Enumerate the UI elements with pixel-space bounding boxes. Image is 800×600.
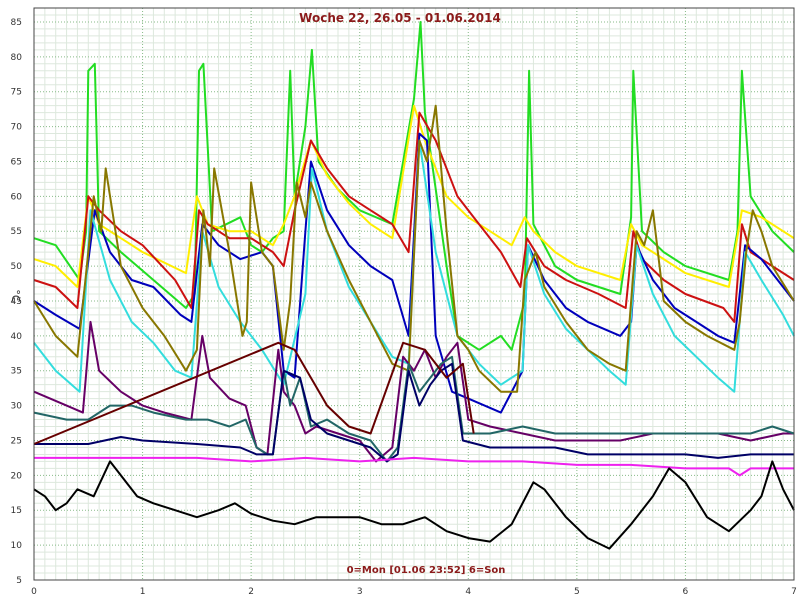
series-line-2 (33, 104, 795, 288)
x-tick-label: 4 (465, 587, 471, 597)
y-tick-label: 35 (11, 367, 22, 377)
y-tick-label: 80 (11, 53, 23, 63)
y-tick-label: 50 (11, 262, 23, 272)
y-tick-label: 70 (11, 123, 23, 133)
chart-title: Woche 22, 26.05 - 01.06.2014 (299, 11, 501, 25)
y-tick-labels: 5 10 15 20 25 30 35 40 45 50 55 60 65 70 75 80 85 (11, 18, 23, 586)
y-tick-label: 75 (11, 88, 22, 98)
y-tick-label: 65 (11, 157, 22, 167)
x-tick-label: 3 (357, 587, 363, 597)
x-tick-labels: 0 1 2 3 4 5 6 7 (31, 587, 797, 597)
series-line-3 (33, 111, 795, 323)
series-group (33, 21, 795, 550)
x-tick-label: 2 (248, 587, 254, 597)
series-line-10 (34, 456, 794, 477)
x-tick-label: 5 (574, 587, 580, 597)
y-tick-label: 25 (11, 436, 22, 446)
x-tick-label: 0 (31, 587, 37, 597)
y-tick-label: 30 (11, 402, 23, 412)
series-line-8 (33, 355, 795, 463)
series-line-11 (33, 460, 795, 550)
series-line-6 (33, 104, 795, 393)
x-axis-label: 0=Mon [01.06 23:52] 6=Son (347, 565, 506, 576)
series-line-9 (34, 362, 794, 463)
y-tick-label: 15 (11, 506, 22, 516)
y-tick-label: 60 (11, 192, 23, 202)
y-tick-label: 45 (11, 297, 22, 307)
y-tick-label: 5 (16, 576, 22, 586)
grid (33, 8, 795, 581)
series-line-12 (33, 341, 475, 445)
x-tick-label: 7 (791, 587, 797, 597)
y-tick-label: 55 (11, 227, 22, 237)
x-tick-label: 6 (683, 587, 689, 597)
y-tick-label: 20 (11, 471, 23, 481)
y-tick-label: 10 (11, 541, 23, 551)
y-tick-label: 40 (11, 332, 23, 342)
y-tick-label: 85 (11, 18, 22, 28)
series-line-7 (33, 320, 794, 463)
y-axis-label: °C (9, 289, 22, 303)
plot-frame (33, 7, 795, 581)
x-tick-label: 1 (140, 587, 146, 597)
